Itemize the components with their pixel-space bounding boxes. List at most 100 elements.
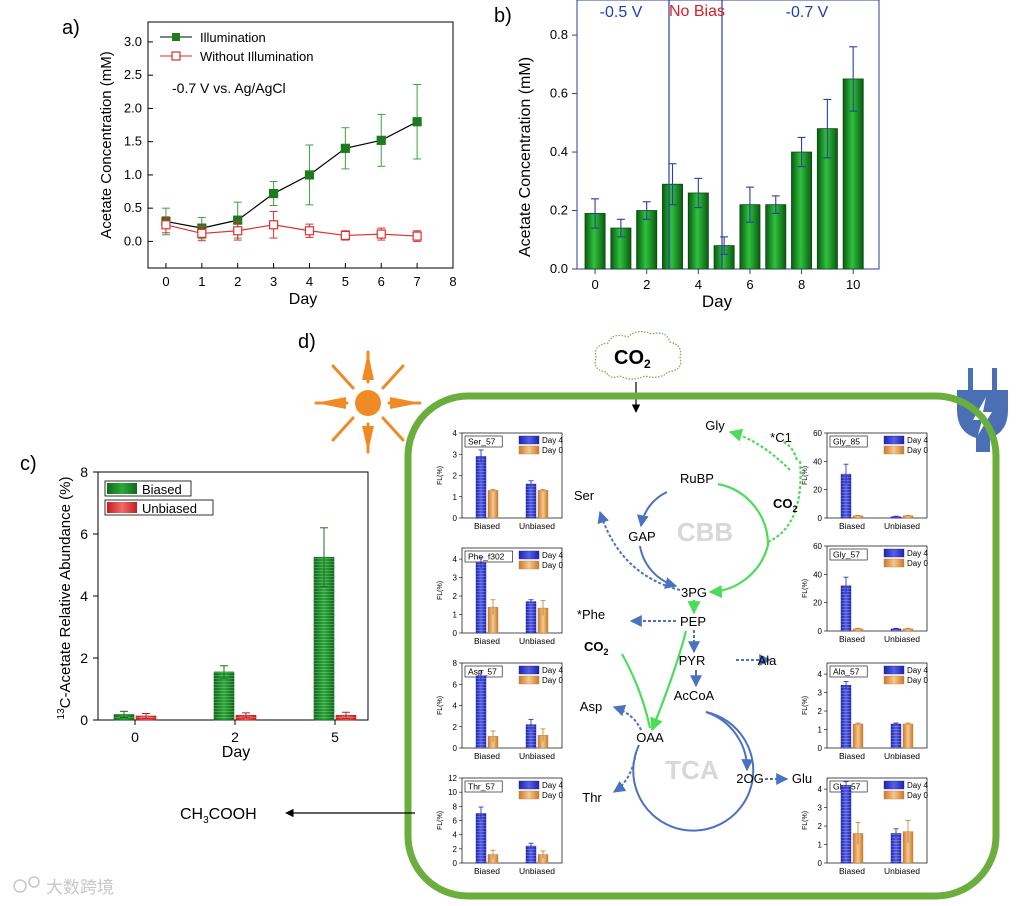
cbb-cycle: CBB xyxy=(636,482,770,599)
chart-a-point xyxy=(161,220,171,230)
inset-ylabel: FL(%) xyxy=(437,696,444,715)
inset-xcat-label: Unbiased xyxy=(519,751,555,761)
inset-bar-texture xyxy=(476,562,486,633)
inset-ytick-label: 0 xyxy=(818,744,823,753)
chart-c-bar-texture xyxy=(214,671,234,720)
inset-ytick-label: 2 xyxy=(453,723,458,732)
chart-c-ytick-label: 4 xyxy=(80,588,88,604)
inset-ytick-label: 60 xyxy=(813,429,822,438)
inset-ytick-label: 20 xyxy=(813,486,822,495)
chart-a-point xyxy=(304,226,315,236)
met-pyr: PYR xyxy=(679,653,706,668)
inset-ytick-label: 3 xyxy=(453,574,458,583)
inset-bar-texture xyxy=(526,724,536,748)
chart-a-point xyxy=(376,229,386,239)
region-label-neg05: -0.5 V xyxy=(600,4,643,21)
chart-b-xlabel: Day xyxy=(702,292,733,311)
chart-b: 0 2 4 6 8 10 0.0 0.2 0.4 0.6 0.8 -0.5 V No Bias -0… xyxy=(517,0,880,311)
inset-ytick-label: 1 xyxy=(818,726,823,735)
inset-legend-swatch-day0 xyxy=(883,445,905,455)
chart-c-xlabel: Day xyxy=(222,744,250,761)
chart-c-ytick-label: 0 xyxy=(80,712,88,728)
watermark-text: 大数跨境 xyxy=(46,878,114,897)
met-3pg: 3PG xyxy=(681,585,707,600)
inset-ytick-label: 10 xyxy=(448,788,457,797)
chart-b-ytick-label: 0.6 xyxy=(550,86,568,101)
met-rubp: RuBP xyxy=(680,471,714,486)
chart-a-series-line xyxy=(165,121,418,229)
inset-bar-texture xyxy=(526,601,536,633)
inset-bar-texture xyxy=(841,685,851,748)
inset-bar-day0 xyxy=(852,723,864,749)
met-asp: Asp xyxy=(580,699,602,714)
inset-bar-day0 xyxy=(487,490,499,519)
inset-legend-day0: Day 0 xyxy=(542,676,563,685)
inset-ytick-label: 4 xyxy=(453,429,458,438)
tca-cycle: TCA xyxy=(632,711,755,832)
met-co2b: CO2 xyxy=(584,639,609,657)
inset-xcat-label: Unbiased xyxy=(519,866,555,876)
met-accoa: AcCoA xyxy=(674,688,715,703)
inset-xcat-label: Biased xyxy=(474,866,500,876)
inset-title: Ala_57 xyxy=(833,667,860,677)
inset-ytick-label: 1 xyxy=(453,493,458,502)
panel-label-c: c) xyxy=(20,453,37,475)
chart-a-point xyxy=(340,230,350,241)
met-ala: Ala xyxy=(758,653,778,668)
inset-legend-swatch-day0 xyxy=(518,675,540,685)
panel-label-b: b) xyxy=(494,5,512,27)
inset-ytick-label: 60 xyxy=(813,542,822,551)
met-gap: GAP xyxy=(628,529,655,544)
chart-b-bar xyxy=(791,151,813,270)
inset-legend-day4: Day 4 xyxy=(907,781,928,790)
chart-b-xtick-label: 8 xyxy=(798,277,805,292)
chart-c-xtick-label: 2 xyxy=(231,729,239,745)
co2-cloud: CO2 xyxy=(594,331,682,380)
inset-ylabel: FL(%) xyxy=(802,696,809,715)
inset-title: Gly_85 xyxy=(833,437,860,447)
met-gly: Gly xyxy=(705,418,725,433)
inset-legend-swatch-day4 xyxy=(883,435,905,445)
electric-plug-icon xyxy=(957,368,1008,452)
inset-title-box xyxy=(829,548,868,561)
inset-title: Phe_f302 xyxy=(468,552,505,562)
chart-a-point xyxy=(268,220,279,230)
chart-c-ytick-label: 2 xyxy=(80,650,88,666)
inset-legend-day4: Day 4 xyxy=(907,436,928,445)
chart-a-xtick-label: 1 xyxy=(198,274,205,289)
cell-membrane xyxy=(404,392,1000,900)
chart-b-ytick-label: 0.2 xyxy=(550,203,568,218)
inset-xcat-label: Biased xyxy=(839,751,865,761)
chart-b-xtick-label: 2 xyxy=(643,277,650,292)
inset-title-box xyxy=(464,550,513,563)
inset-ylabel: FL(%) xyxy=(437,581,444,600)
chart-a-series-line xyxy=(165,224,418,237)
inset-legend-swatch-day4 xyxy=(883,548,905,558)
chart-c-xtick-label: 0 xyxy=(131,729,139,745)
inset-ytick-label: 0 xyxy=(453,859,458,868)
inset-ytick-label: 3 xyxy=(818,804,823,813)
inset-ytick-label: 1 xyxy=(818,841,823,850)
inset-legend-day4: Day 4 xyxy=(542,551,563,560)
inset-legend-day0: Day 0 xyxy=(542,791,563,800)
inset-legend-swatch-day0 xyxy=(518,790,540,800)
inset-ytick-label: 2 xyxy=(818,822,823,831)
inset-ylabel: FL(%) xyxy=(802,466,809,485)
inset-ytick-label: 0 xyxy=(453,514,458,523)
chart-a-xtick-label: 5 xyxy=(342,274,349,289)
inset-bar-texture xyxy=(476,456,486,518)
inset-ytick-label: 4 xyxy=(818,670,823,679)
chart-a-xtick-label: 4 xyxy=(306,274,313,289)
chart-c-legend: Biased Unbiased xyxy=(104,480,214,516)
panel-label-d: d) xyxy=(298,331,316,353)
chart-a-point xyxy=(304,170,315,180)
inset-legend-day0: Day 0 xyxy=(907,559,928,568)
inset-title: Gly_57 xyxy=(833,550,860,560)
chart-a-point xyxy=(197,228,207,239)
inset-xcat-label: Biased xyxy=(839,634,865,644)
chart-a-ytick-label: 2.0 xyxy=(124,100,142,115)
chart-a-ytick-label: 3.0 xyxy=(124,34,142,49)
inset-legend-day4: Day 4 xyxy=(542,436,563,445)
